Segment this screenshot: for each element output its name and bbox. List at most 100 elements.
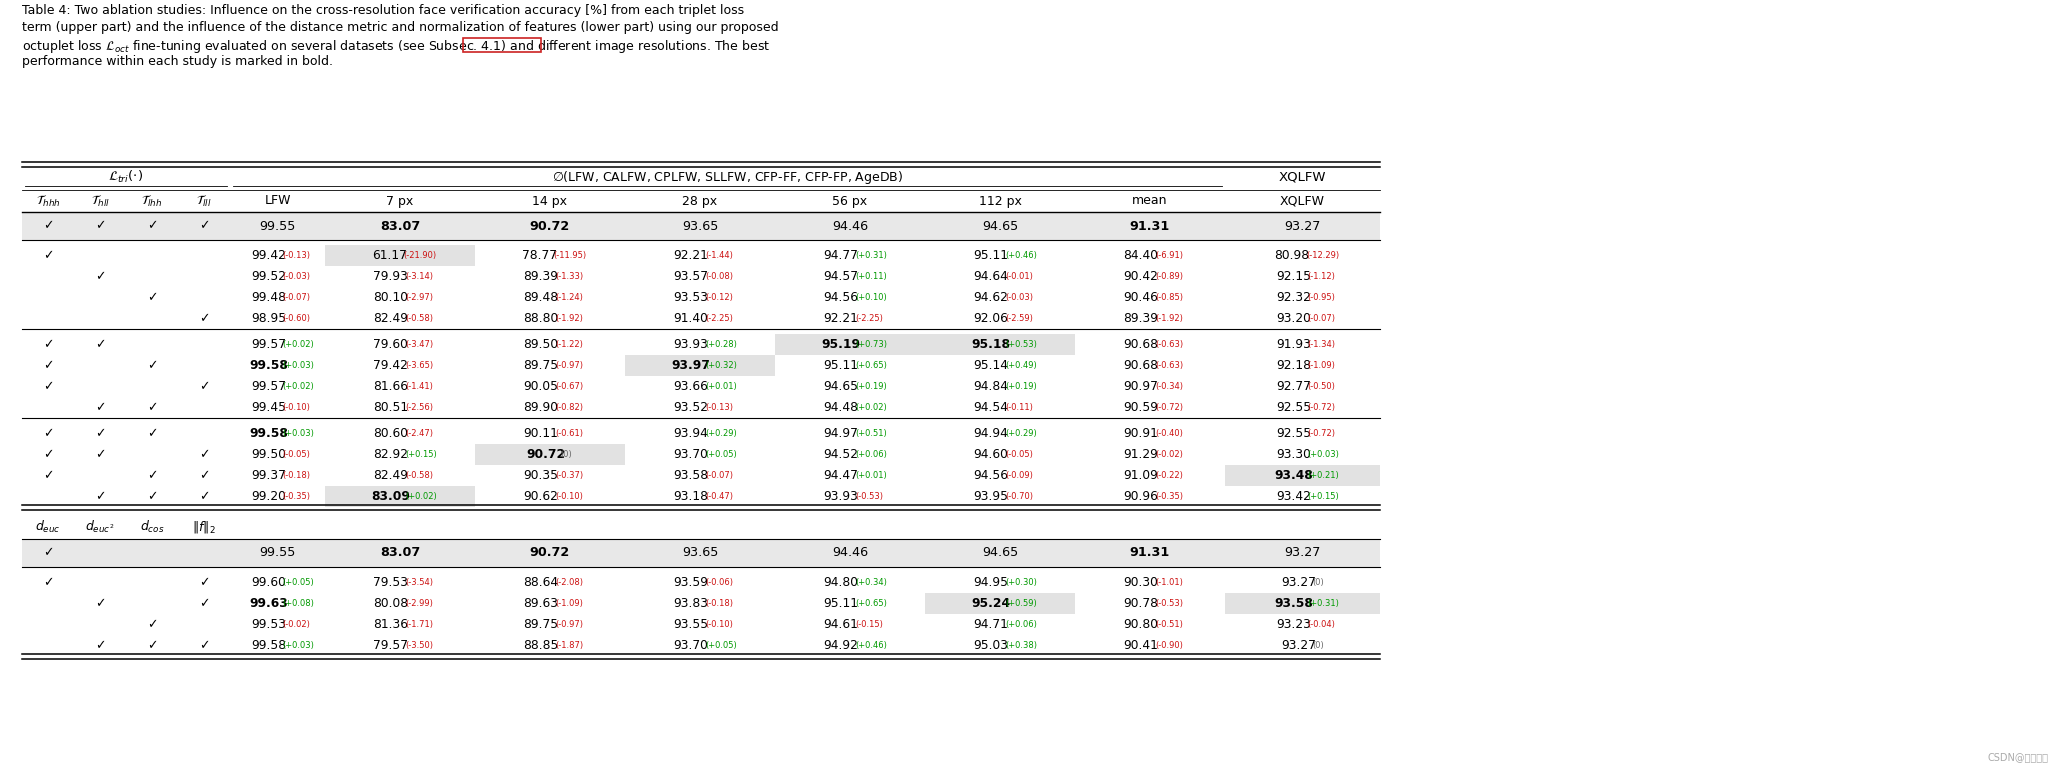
Bar xyxy=(325,245,474,266)
Text: (-3.14): (-3.14) xyxy=(406,272,433,281)
Text: 94.54: 94.54 xyxy=(973,401,1008,414)
Text: 14 px: 14 px xyxy=(532,194,567,207)
Text: (-0.03): (-0.03) xyxy=(1004,293,1033,302)
Text: 89.39: 89.39 xyxy=(524,270,559,283)
Text: 90.11: 90.11 xyxy=(524,427,559,440)
Text: (+0.08): (+0.08) xyxy=(282,599,315,608)
Text: 92.06: 92.06 xyxy=(973,312,1008,325)
Text: (+0.10): (+0.10) xyxy=(855,293,886,302)
Text: 88.85: 88.85 xyxy=(524,639,559,652)
Text: 82.49: 82.49 xyxy=(373,469,408,482)
Text: (-0.05): (-0.05) xyxy=(1004,450,1033,459)
Text: 99.37: 99.37 xyxy=(250,469,286,482)
Text: (-0.07): (-0.07) xyxy=(1308,314,1335,323)
Text: (-0.37): (-0.37) xyxy=(555,471,584,480)
Text: (-0.08): (-0.08) xyxy=(706,272,733,281)
Text: (-0.04): (-0.04) xyxy=(1308,620,1335,629)
Text: ✓: ✓ xyxy=(147,469,157,482)
Bar xyxy=(925,334,1074,355)
Text: (+0.03): (+0.03) xyxy=(1308,450,1339,459)
Text: 95.11: 95.11 xyxy=(824,597,859,610)
Text: (+0.19): (+0.19) xyxy=(1004,382,1037,391)
Text: (+0.02): (+0.02) xyxy=(282,382,315,391)
Text: (+0.05): (+0.05) xyxy=(706,641,737,650)
Text: 93.70: 93.70 xyxy=(673,448,708,461)
Text: 79.57: 79.57 xyxy=(373,639,408,652)
Text: ✓: ✓ xyxy=(147,618,157,631)
Text: ✓: ✓ xyxy=(147,427,157,440)
Text: 99.55: 99.55 xyxy=(259,546,296,560)
Text: 90.72: 90.72 xyxy=(530,546,569,560)
Text: ✓: ✓ xyxy=(147,639,157,652)
Text: 79.53: 79.53 xyxy=(373,576,408,589)
Text: (-3.54): (-3.54) xyxy=(406,578,433,587)
Text: (+0.21): (+0.21) xyxy=(1308,471,1339,480)
Text: (+0.03): (+0.03) xyxy=(282,429,315,438)
Text: (-3.65): (-3.65) xyxy=(406,361,433,370)
Text: (-2.47): (-2.47) xyxy=(406,429,433,438)
Text: 90.68: 90.68 xyxy=(1124,359,1159,372)
Text: ✓: ✓ xyxy=(43,220,54,232)
Text: (+0.01): (+0.01) xyxy=(855,471,886,480)
Text: 90.91: 90.91 xyxy=(1124,427,1159,440)
Text: 80.98: 80.98 xyxy=(1275,249,1310,262)
Text: 93.94: 93.94 xyxy=(673,427,708,440)
Text: (-0.03): (-0.03) xyxy=(282,272,310,281)
Text: (+0.15): (+0.15) xyxy=(1308,492,1339,501)
Text: (+0.73): (+0.73) xyxy=(855,340,886,349)
Text: (-0.51): (-0.51) xyxy=(1155,620,1182,629)
Text: 94.64: 94.64 xyxy=(973,270,1008,283)
Text: 90.97: 90.97 xyxy=(1124,380,1159,393)
Text: 94.94: 94.94 xyxy=(973,427,1008,440)
Text: (+0.29): (+0.29) xyxy=(1004,429,1037,438)
Text: 93.52: 93.52 xyxy=(673,401,708,414)
Text: 91.09: 91.09 xyxy=(1124,469,1159,482)
Text: (-1.92): (-1.92) xyxy=(555,314,584,323)
Text: 89.48: 89.48 xyxy=(524,291,559,304)
Text: 93.20: 93.20 xyxy=(1275,312,1310,325)
Text: 84.40: 84.40 xyxy=(1124,249,1159,262)
Text: (-0.82): (-0.82) xyxy=(555,403,584,412)
Text: 92.55: 92.55 xyxy=(1275,427,1310,440)
Text: ✓: ✓ xyxy=(199,576,209,589)
Text: 80.10: 80.10 xyxy=(373,291,408,304)
Text: (-0.60): (-0.60) xyxy=(282,314,310,323)
Text: 82.49: 82.49 xyxy=(373,312,408,325)
Text: 90.30: 90.30 xyxy=(1124,576,1159,589)
Text: 80.60: 80.60 xyxy=(373,427,408,440)
Text: 99.42: 99.42 xyxy=(250,249,286,262)
Text: 112 px: 112 px xyxy=(979,194,1021,207)
Text: (+0.65): (+0.65) xyxy=(855,599,886,608)
Text: 94.56: 94.56 xyxy=(824,291,859,304)
Text: $\mathcal{T}_{hll}$: $\mathcal{T}_{hll}$ xyxy=(91,194,110,208)
Text: 94.65: 94.65 xyxy=(981,546,1018,560)
Text: 99.63: 99.63 xyxy=(248,597,288,610)
Text: ✓: ✓ xyxy=(43,448,54,461)
Text: 89.50: 89.50 xyxy=(524,338,559,351)
Text: $\mathcal{T}_{lhh}$: $\mathcal{T}_{lhh}$ xyxy=(141,194,164,208)
Text: 99.50: 99.50 xyxy=(250,448,286,461)
Text: 81.36: 81.36 xyxy=(373,618,408,631)
Text: 94.62: 94.62 xyxy=(973,291,1008,304)
Text: ✓: ✓ xyxy=(147,291,157,304)
Text: 93.97: 93.97 xyxy=(671,359,710,372)
Bar xyxy=(474,444,625,465)
Text: (-0.61): (-0.61) xyxy=(555,429,584,438)
Text: (+0.59): (+0.59) xyxy=(1004,599,1037,608)
Text: (-0.67): (-0.67) xyxy=(555,382,584,391)
Text: (-0.89): (-0.89) xyxy=(1155,272,1182,281)
Text: ✓: ✓ xyxy=(147,401,157,414)
Text: (-0.05): (-0.05) xyxy=(282,450,310,459)
Text: (-0.90): (-0.90) xyxy=(1155,641,1182,650)
Text: (+0.01): (+0.01) xyxy=(706,382,737,391)
Text: 92.77: 92.77 xyxy=(1275,380,1310,393)
Text: (-3.50): (-3.50) xyxy=(406,641,433,650)
Text: 79.42: 79.42 xyxy=(373,359,408,372)
Text: ✓: ✓ xyxy=(199,220,209,232)
Text: 94.46: 94.46 xyxy=(832,220,867,232)
Text: 93.53: 93.53 xyxy=(673,291,708,304)
Text: 79.60: 79.60 xyxy=(373,338,408,351)
Text: 78.77: 78.77 xyxy=(522,249,557,262)
Text: (+0.11): (+0.11) xyxy=(855,272,886,281)
Text: $\mathcal{T}_{hhh}$: $\mathcal{T}_{hhh}$ xyxy=(35,194,60,208)
